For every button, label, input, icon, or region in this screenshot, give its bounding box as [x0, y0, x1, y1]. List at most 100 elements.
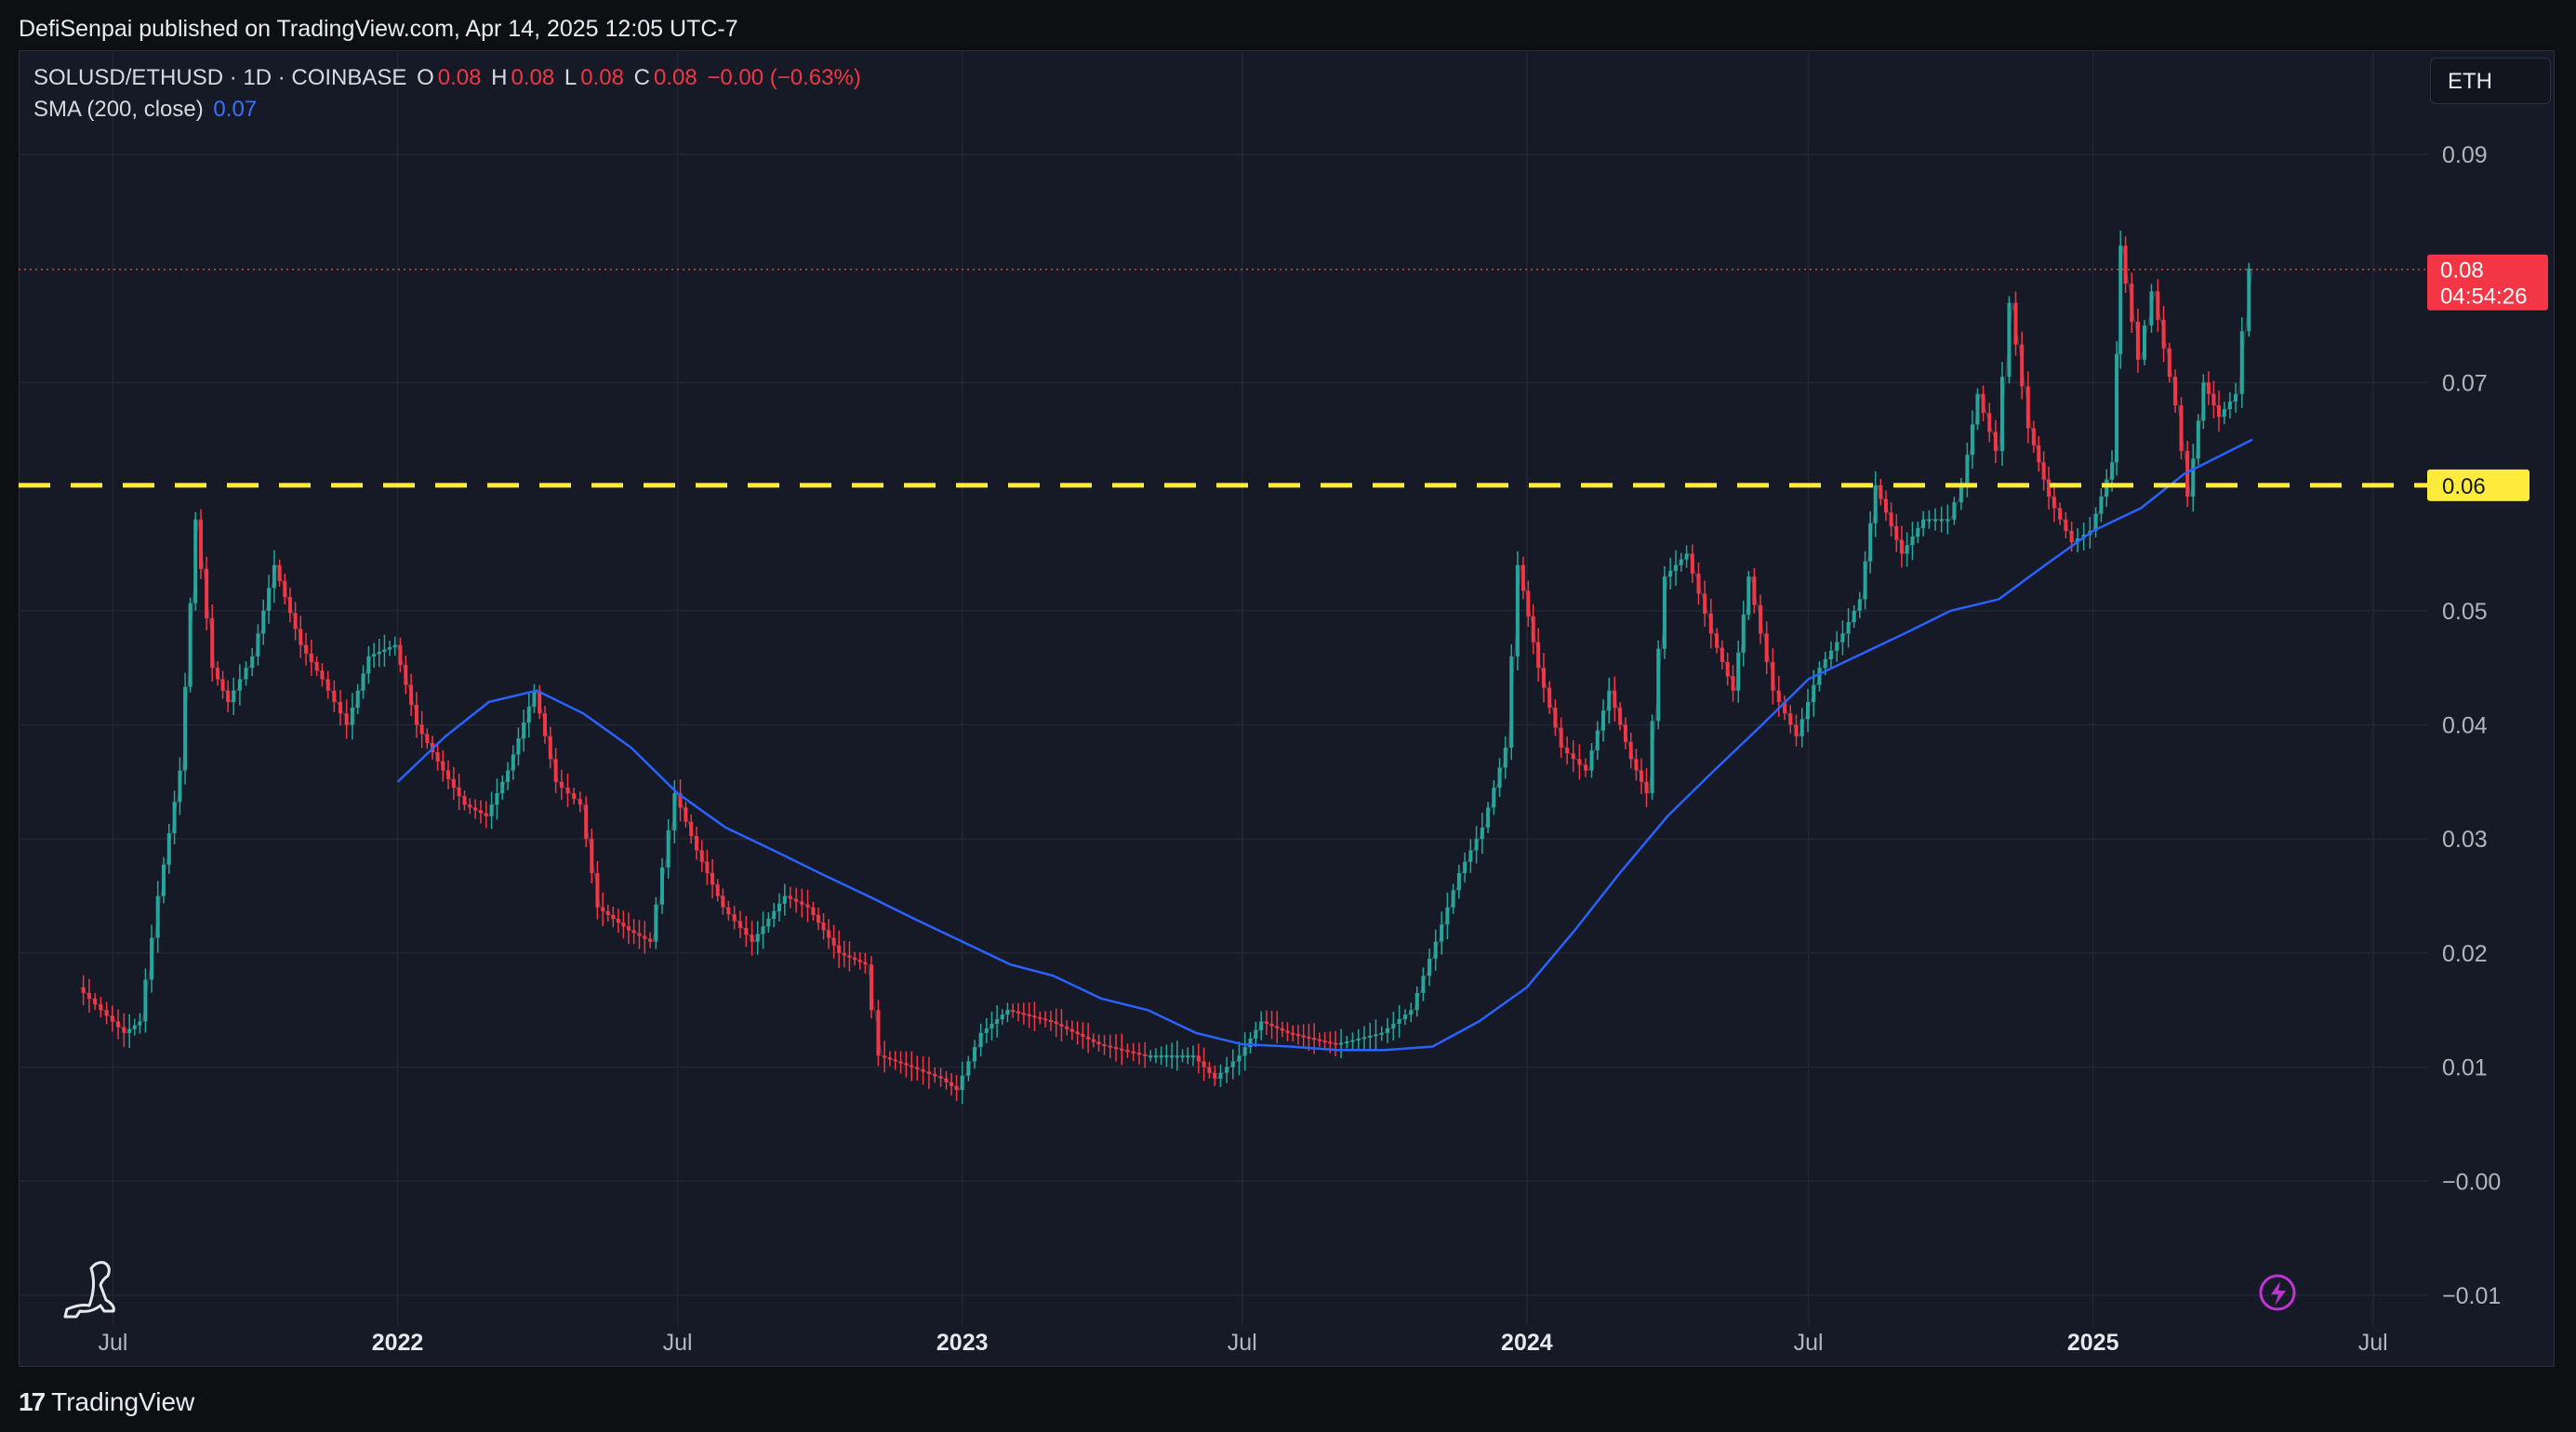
candle-body: [532, 690, 537, 707]
candle-body: [226, 690, 231, 702]
candle-body: [1295, 1034, 1300, 1037]
candle-body: [678, 793, 683, 808]
symbol-legend: SOLUSD/ETHUSD · 1D · COINBASE O 0.08 H 0.0…: [33, 65, 865, 91]
candle-body: [944, 1078, 949, 1082]
candle-body: [847, 955, 852, 958]
candle-body: [1696, 573, 1701, 594]
candle-body: [973, 1047, 977, 1062]
candle-body: [237, 679, 242, 691]
candle-body: [1690, 553, 1694, 574]
candle-body: [1752, 576, 1757, 605]
candle-body: [2069, 530, 2074, 543]
candle-body: [1536, 642, 1541, 669]
sma-line[interactable]: [396, 438, 2253, 1052]
candle-body: [1868, 523, 1873, 562]
candle-body: [842, 952, 846, 956]
candle-body: [1307, 1036, 1311, 1039]
candle-body: [127, 1028, 132, 1033]
candle-body: [1445, 907, 1450, 925]
open-value: 0.08: [437, 65, 482, 90]
candle-body: [2161, 319, 2166, 349]
candle-body: [293, 613, 298, 630]
candle-body: [1345, 1041, 1349, 1043]
candle-body: [666, 829, 671, 868]
candle-body: [2110, 462, 2115, 480]
candle-body: [414, 705, 418, 725]
dinosaur-icon[interactable]: [63, 1261, 115, 1319]
candle-body: [1374, 1034, 1378, 1037]
candle-body: [1899, 539, 1904, 554]
candle-body: [1618, 708, 1623, 725]
level-tag-value: 0.06: [2442, 474, 2486, 499]
candle-body: [1191, 1055, 1196, 1058]
candle-body: [1650, 721, 1654, 794]
candle-body: [2047, 479, 2052, 497]
candle-body: [1091, 1039, 1095, 1042]
sma-legend[interactable]: SMA (200, close) 0.07: [33, 97, 260, 123]
candle-body: [309, 653, 313, 663]
candle-body: [1334, 1042, 1338, 1045]
candle-body: [1021, 1013, 1026, 1015]
candle-body: [788, 895, 792, 899]
candle-body: [1081, 1034, 1085, 1037]
candle-body: [166, 833, 171, 865]
candle-body: [1910, 537, 1915, 546]
candle-body: [2211, 393, 2216, 405]
currency-button[interactable]: ETH: [2430, 58, 2551, 104]
candle-body: [1601, 710, 1606, 731]
symbol-name[interactable]: SOLUSD/ETHUSD · 1D · COINBASE: [33, 65, 407, 90]
tradingview-footer[interactable]: 17 TradingView: [19, 1384, 194, 1421]
candle-body: [2064, 519, 2068, 531]
candle-body: [1242, 1047, 1247, 1056]
candle-body: [1474, 839, 1479, 851]
candle-body: [1571, 753, 1575, 760]
candle-body: [283, 580, 287, 598]
candle-body: [1005, 1010, 1010, 1015]
candle-body: [1628, 741, 1633, 760]
candle-body: [325, 679, 330, 691]
candle-body: [1486, 807, 1491, 828]
candle-body: [1153, 1055, 1158, 1058]
lightning-icon[interactable]: [2259, 1274, 2296, 1311]
candle-body: [995, 1019, 1000, 1024]
candle-body: [626, 926, 631, 931]
candle-body: [1509, 656, 1514, 749]
x-tick-label: Jul: [1228, 1330, 1257, 1356]
candle-body: [887, 1057, 892, 1060]
candle-body: [1480, 827, 1484, 840]
candle-body: [559, 781, 564, 788]
candle-body: [446, 770, 451, 779]
candle-body: [1213, 1072, 1217, 1079]
candle-body: [1170, 1055, 1175, 1058]
candle-body: [1828, 650, 1833, 659]
sma-value: 0.07: [213, 97, 258, 122]
candle-body: [419, 724, 424, 735]
candle-body: [104, 1010, 109, 1016]
candle-body: [1889, 512, 1893, 527]
candle-body: [538, 690, 542, 714]
candle-body: [689, 821, 694, 837]
low-value: 0.08: [580, 65, 624, 90]
candle-body: [1623, 724, 1627, 742]
candle-body: [1317, 1039, 1321, 1041]
candle-body: [542, 713, 547, 736]
candle-body: [1679, 559, 1683, 565]
candle-body: [2222, 409, 2226, 418]
candle-body: [1805, 701, 1810, 720]
candle-body: [1731, 676, 1735, 691]
candle-body: [1846, 622, 1851, 634]
candle-body: [1817, 668, 1822, 685]
x-tick-label: 2023: [936, 1330, 989, 1356]
x-tick-label: 2022: [372, 1330, 424, 1356]
candle-body: [738, 921, 743, 928]
candle-body: [1114, 1047, 1119, 1050]
candle-body: [1879, 484, 1883, 499]
candle-body: [511, 754, 515, 771]
candle-body: [1159, 1055, 1163, 1058]
candle-body: [1863, 561, 1867, 600]
x-tick-label: 2024: [1501, 1330, 1553, 1356]
candle-body: [1259, 1021, 1264, 1030]
candle-body: [150, 937, 154, 980]
candle-body: [1794, 724, 1799, 736]
